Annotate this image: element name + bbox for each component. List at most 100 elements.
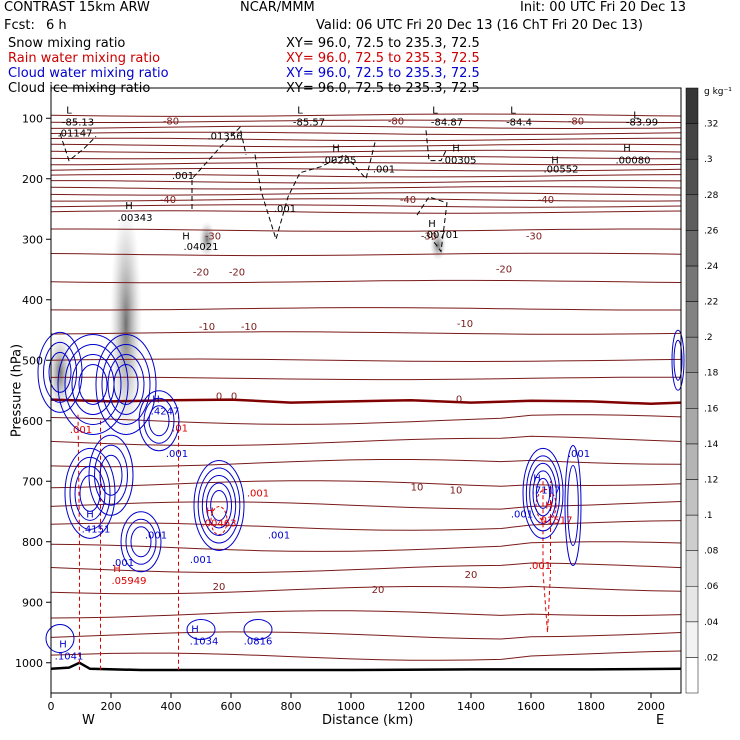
colorbar-tick-label: .06 bbox=[704, 582, 719, 592]
cloud-water-contour bbox=[99, 454, 123, 496]
cloud-water-label: .001 bbox=[112, 558, 134, 569]
cloud-water-label: .001 bbox=[568, 449, 590, 460]
isotherm-line bbox=[50, 331, 682, 335]
isotherm-line bbox=[50, 204, 682, 208]
x-tick-label: 2000 bbox=[637, 700, 665, 713]
isotherm-line bbox=[50, 480, 682, 489]
colorbar-cell bbox=[685, 585, 699, 623]
isotherm-line bbox=[50, 131, 682, 136]
rain-label: H bbox=[113, 564, 121, 575]
ice-label: L bbox=[297, 105, 303, 116]
colorbar-cell bbox=[685, 123, 699, 160]
isotherm-line bbox=[50, 358, 682, 363]
cloud-water-contour bbox=[193, 459, 245, 551]
isotherm-line bbox=[50, 279, 682, 284]
cloud-water-contour bbox=[206, 482, 232, 529]
colorbar-cell bbox=[685, 336, 699, 373]
x-tick-label: 400 bbox=[161, 700, 182, 713]
colorbar-tick-label: .08 bbox=[704, 547, 719, 557]
ice-contour bbox=[254, 142, 376, 242]
y-tick-label: 500 bbox=[22, 354, 43, 367]
isotherm-line bbox=[50, 143, 682, 148]
legend-rain: Rain water mixing ratio bbox=[8, 51, 161, 66]
colorbar-cell bbox=[685, 514, 699, 551]
isotherm-label: 0 bbox=[456, 395, 462, 406]
isotherm-line bbox=[50, 631, 682, 640]
isotherm-label: 20 bbox=[465, 570, 478, 581]
isotherm-label: -80 bbox=[163, 116, 179, 127]
isotherm-line bbox=[50, 168, 682, 172]
cloud-water-label: .4151 bbox=[82, 525, 111, 536]
colorbar-tick-label: .22 bbox=[704, 298, 718, 308]
y-tick-label: 400 bbox=[22, 294, 43, 307]
legend-cloud-water: Cloud water mixing ratio bbox=[8, 66, 169, 81]
y-axis-label: Pressure (hPa) bbox=[9, 343, 25, 438]
rain-label: H bbox=[545, 500, 553, 511]
cloud-water-label: H bbox=[191, 625, 199, 636]
y-tick-label: 600 bbox=[22, 415, 43, 428]
isotherm-label: 10 bbox=[411, 482, 424, 493]
forecast-value: 6 h bbox=[46, 18, 67, 33]
cloud-water-contour bbox=[48, 351, 72, 393]
colorbar-cell bbox=[685, 158, 699, 196]
cloud-water-contour bbox=[567, 464, 579, 546]
ice-label: .00305 bbox=[442, 156, 477, 167]
legend-cloud-ice-xy: XY= 96.0, 72.5 to 235.3, 72.5 bbox=[286, 81, 480, 96]
cloud-water-contour bbox=[243, 618, 273, 640]
colorbar-unit: g kg⁻¹ bbox=[704, 87, 732, 97]
cloud-water-contour bbox=[64, 343, 122, 425]
terrain-line bbox=[50, 661, 682, 672]
ice-label: .00080 bbox=[616, 156, 651, 167]
isotherm-label: -20 bbox=[193, 268, 209, 279]
rain-label: H bbox=[206, 507, 214, 518]
cloud-water-contour bbox=[79, 474, 101, 512]
snow-shading bbox=[430, 230, 446, 261]
cloud-water-label: .0816 bbox=[244, 637, 273, 648]
colorbar-tick-label: .3 bbox=[704, 155, 713, 165]
ice-label: -85.13 bbox=[62, 118, 94, 129]
cloud-water-contour bbox=[673, 339, 683, 381]
cloud-water-contour bbox=[201, 474, 237, 536]
isotherm-line bbox=[50, 125, 682, 129]
y-tick-label: 900 bbox=[22, 596, 43, 609]
cloud-water-contour bbox=[95, 333, 157, 435]
isotherm-line bbox=[50, 650, 682, 661]
isotherm-label: -20 bbox=[496, 265, 512, 276]
cloud-water-contour bbox=[94, 444, 128, 506]
snow-shading bbox=[110, 203, 142, 444]
colorbar-tick-label: .26 bbox=[704, 226, 719, 236]
ice-label: .001 bbox=[274, 204, 296, 215]
cloud-water-label: .001 bbox=[145, 531, 167, 542]
cloud-water-contour bbox=[529, 462, 557, 524]
cloud-water-label: H bbox=[533, 473, 541, 484]
isotherm-line bbox=[50, 113, 682, 117]
isotherm-label: -80 bbox=[568, 116, 584, 127]
colorbar-cell bbox=[685, 194, 699, 231]
isotherm-line bbox=[50, 186, 682, 190]
isotherm-line bbox=[50, 192, 682, 196]
rain-label: .001 bbox=[247, 488, 269, 499]
rain-label: .01 bbox=[172, 424, 188, 435]
isotherm-label: 0 bbox=[216, 392, 222, 403]
colorbar-tick-label: .16 bbox=[704, 404, 719, 414]
cloud-water-contour bbox=[671, 329, 685, 391]
ice-label: L bbox=[432, 105, 438, 116]
colorbar-cell bbox=[685, 408, 699, 445]
isotherm-label: -30 bbox=[421, 231, 437, 242]
cloud-water-label: H bbox=[152, 395, 160, 406]
plot-frame bbox=[50, 87, 682, 694]
colorbar-tick-label: .32 bbox=[704, 120, 718, 130]
init-time: Init: 00 UTC Fri 20 Dec 13 bbox=[520, 0, 686, 15]
legend-snow: Snow mixing ratio bbox=[8, 36, 126, 51]
isotherm-line bbox=[50, 459, 682, 468]
ice-contour bbox=[425, 130, 448, 162]
isotherm-label: -40 bbox=[538, 195, 554, 206]
x-tick-label: 200 bbox=[101, 700, 122, 713]
colorbar-tick-label: .2 bbox=[704, 333, 713, 343]
isotherm-line bbox=[50, 307, 681, 311]
colorbar-tick-label: .24 bbox=[704, 262, 719, 272]
colorbar-tick-label: .02 bbox=[704, 653, 718, 663]
cloud-water-label: .001 bbox=[268, 531, 290, 542]
isotherm-label: -10 bbox=[241, 322, 257, 333]
rain-label: .05949 bbox=[112, 576, 147, 587]
